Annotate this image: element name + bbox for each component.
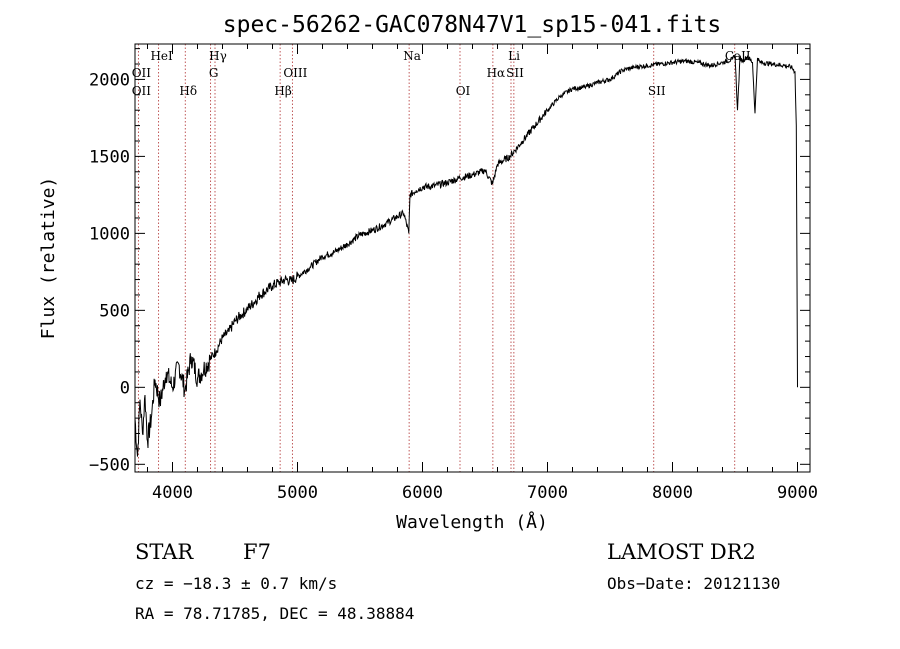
y-axis: −500 0 500 1000 1500 2000 (89, 48, 810, 475)
spectrum-line (134, 54, 798, 457)
line-label-14: CaII (725, 49, 751, 63)
x-axis: 4000 5000 6000 7000 8000 9000 (147, 44, 818, 503)
line-label-13: SII (648, 84, 666, 98)
line-label-9: OI (456, 84, 471, 98)
line-label-2: HeI (150, 49, 173, 63)
y-tick-label-2: 500 (99, 301, 130, 321)
object-subclass: F7 (243, 540, 271, 564)
line-label-8: Na (403, 49, 421, 63)
y-tick-label-5: 2000 (89, 70, 130, 90)
marker-lines (137, 44, 736, 472)
redshift-cz: cz = −18.3 ± 0.7 km/s (135, 574, 338, 593)
line-label-3: Hδ (179, 84, 197, 98)
x-tick-label-1: 5000 (277, 483, 318, 503)
y-tick-label-3: 1000 (89, 224, 130, 244)
line-label-5: G (209, 66, 219, 80)
survey-name: LAMOST DR2 (607, 540, 756, 564)
x-tick-label-4: 8000 (652, 483, 693, 503)
x-tick-label-2: 6000 (402, 483, 443, 503)
line-label-0: OII (132, 66, 152, 80)
x-tick-label-5: 9000 (777, 483, 818, 503)
line-label-4: Hγ (209, 49, 227, 63)
x-tick-label-0: 4000 (152, 483, 193, 503)
line-label-7: OIII (283, 66, 307, 80)
line-label-12: Li (508, 49, 520, 63)
object-class: STAR (135, 540, 194, 564)
observation-date: Obs−Date: 20121130 (607, 574, 781, 593)
line-label-11: SII (506, 66, 524, 80)
x-tick-label-3: 7000 (527, 483, 568, 503)
x-axis-label: Wavelength (Å) (396, 511, 548, 533)
line-label-6: Hβ (274, 84, 291, 98)
y-tick-label-1: 0 (120, 378, 130, 398)
y-axis-label: Flux (relative) (38, 177, 59, 340)
y-tick-label-4: 1500 (89, 147, 130, 167)
line-label-10: Hα (487, 66, 506, 80)
y-tick-label-0: −500 (89, 455, 130, 475)
coordinates: RA = 78.71785, DEC = 48.38884 (135, 604, 415, 623)
plot-frame (134, 43, 811, 473)
chart-title: spec-56262-GAC078N47V1_sp15-041.fits (223, 12, 722, 38)
